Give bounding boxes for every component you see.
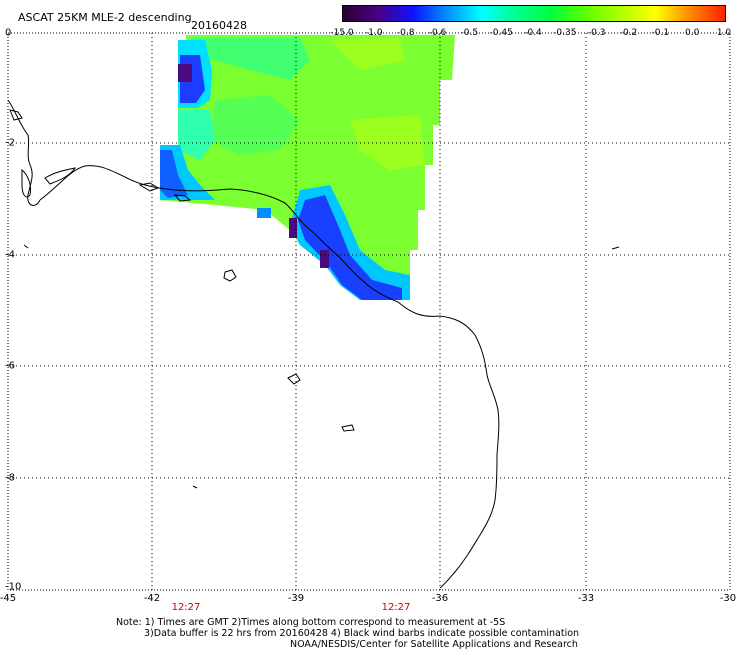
y-tick: -10 bbox=[5, 581, 22, 593]
note-line-2: 3)Data buffer is 22 hrs from 20160428 4)… bbox=[144, 628, 580, 639]
pass-time: 12:27 bbox=[171, 602, 201, 613]
plot-frame bbox=[7, 32, 731, 591]
x-tick: -30 bbox=[719, 593, 737, 604]
note-line-3: NOAA/NESDIS/Center for Satellite Applica… bbox=[290, 639, 578, 650]
colorbar-label: -0.5 bbox=[460, 28, 479, 38]
grid bbox=[8, 33, 730, 590]
note-line-1: Note: 1) Times are GMT 2)Times along bot… bbox=[116, 617, 506, 628]
colorbar-label: -0.1 bbox=[651, 28, 670, 38]
swath-patch bbox=[190, 38, 310, 80]
colorbar-label: -1.0 bbox=[365, 28, 383, 38]
colorbar-label: -0.3 bbox=[587, 28, 606, 38]
x-tick: -42 bbox=[143, 593, 161, 604]
y-tick: -4 bbox=[5, 249, 15, 261]
pass-time: 12:27 bbox=[381, 602, 411, 613]
swath-patch bbox=[210, 95, 300, 155]
coastline bbox=[7, 99, 620, 589]
swath-patch bbox=[178, 110, 215, 160]
swath-edge-dark bbox=[178, 64, 192, 82]
y-tick: 0 bbox=[5, 27, 12, 39]
colorbar-label: -0.35 bbox=[553, 28, 577, 38]
swath-patch bbox=[350, 115, 425, 170]
colorbar-label: -0.6 bbox=[428, 28, 447, 38]
colorbar-label: -15.0 bbox=[330, 28, 354, 38]
colorbar-label: -0.2 bbox=[619, 28, 638, 38]
swath-coast-blue bbox=[298, 195, 402, 300]
colorbar-label: 1.0 bbox=[716, 28, 732, 38]
swath-patch bbox=[330, 38, 405, 70]
swath-coast-dark bbox=[320, 250, 329, 268]
y-tick: -8 bbox=[5, 472, 15, 484]
y-tick: -6 bbox=[5, 360, 15, 372]
x-tick: -45 bbox=[0, 593, 17, 604]
swath-field bbox=[160, 35, 455, 300]
colorbar-label: -0.4 bbox=[524, 28, 542, 38]
colorbar-label: 0.0 bbox=[684, 28, 700, 38]
swath-coast-blue bbox=[257, 208, 271, 218]
swath-edge-blue bbox=[160, 150, 188, 198]
x-tick: -36 bbox=[431, 593, 449, 604]
colorbar-label: -0.8 bbox=[396, 28, 415, 38]
x-tick: -39 bbox=[287, 593, 305, 604]
x-tick: -33 bbox=[577, 593, 595, 604]
colorbar-label: -0.45 bbox=[489, 28, 513, 38]
colorbar bbox=[342, 5, 726, 22]
swath-coast-dark bbox=[289, 218, 297, 238]
map-title: ASCAT 25KM MLE-2 descending bbox=[18, 11, 192, 24]
map-date: 20160428 bbox=[191, 19, 247, 32]
y-tick: -2 bbox=[5, 137, 15, 149]
